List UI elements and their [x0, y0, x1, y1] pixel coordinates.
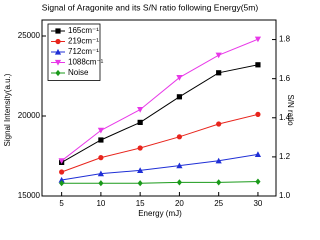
- marker: [98, 180, 104, 187]
- marker: [216, 70, 222, 76]
- marker: [137, 145, 143, 151]
- marker: [137, 180, 143, 187]
- y2-tick-label: 1.2: [279, 152, 291, 161]
- series-line: [61, 153, 259, 181]
- y2-tick-label: 1.4: [279, 113, 291, 122]
- marker: [137, 167, 144, 173]
- marker: [97, 127, 104, 134]
- marker: [58, 158, 65, 164]
- series-line: [61, 38, 259, 162]
- legend-label: 1088cm⁻¹: [68, 58, 104, 67]
- marker: [255, 178, 261, 185]
- marker: [98, 155, 104, 161]
- marker: [176, 94, 183, 100]
- x-tick-label: 15: [136, 199, 145, 208]
- marker: [55, 69, 61, 77]
- y-tick-label: 25000: [18, 31, 41, 40]
- x-axis-title: Energy (mJ): [138, 209, 182, 218]
- legend-label: 712cm⁻¹: [68, 47, 99, 56]
- y2-axis-title: S/N ratio: [286, 94, 295, 126]
- y-axis-title: Signal Intensity(a.u.): [3, 73, 12, 146]
- marker: [255, 62, 261, 68]
- marker: [254, 151, 262, 157]
- marker: [254, 36, 262, 43]
- marker: [59, 180, 65, 187]
- chart-title: Signal of Aragonite and its S/N ratio fo…: [42, 2, 259, 12]
- legend-label: 219cm⁻¹: [68, 37, 99, 46]
- marker: [55, 38, 61, 45]
- marker: [97, 170, 104, 177]
- marker: [137, 107, 144, 113]
- marker: [59, 169, 65, 175]
- y-tick-label: 15000: [18, 191, 41, 200]
- marker: [54, 48, 62, 55]
- legend-label: 165cm⁻¹: [68, 26, 99, 35]
- marker: [176, 162, 183, 169]
- marker: [176, 75, 183, 81]
- marker: [215, 157, 222, 164]
- series-line: [61, 64, 259, 163]
- x-tick-label: 10: [96, 199, 105, 208]
- y2-tick-label: 1.0: [279, 191, 291, 200]
- marker: [255, 111, 261, 117]
- x-tick-label: 30: [253, 199, 262, 208]
- chart: Signal of Aragonite and its S/N ratio fo…: [3, 2, 295, 218]
- series-line: [61, 181, 258, 184]
- marker: [58, 176, 65, 183]
- marker: [137, 119, 143, 125]
- marker: [55, 28, 61, 34]
- y2-tick-label: 1.8: [279, 35, 291, 44]
- marker: [216, 121, 222, 127]
- marker: [176, 179, 183, 186]
- x-tick-label: 25: [214, 199, 223, 208]
- plot-frame: [41, 19, 277, 197]
- marker: [54, 59, 62, 66]
- y-tick-label: 20000: [18, 111, 41, 120]
- marker: [215, 52, 222, 59]
- x-tick-label: 5: [59, 199, 64, 208]
- marker: [176, 134, 183, 140]
- legend-label: Noise: [68, 68, 89, 77]
- y2-tick-label: 1.6: [279, 74, 291, 83]
- page: Signal of Aragonite and its S/N ratio fo…: [3, 2, 295, 219]
- marker: [216, 179, 222, 186]
- series-line: [61, 113, 259, 173]
- x-tick-label: 20: [175, 199, 184, 208]
- marker: [98, 137, 104, 143]
